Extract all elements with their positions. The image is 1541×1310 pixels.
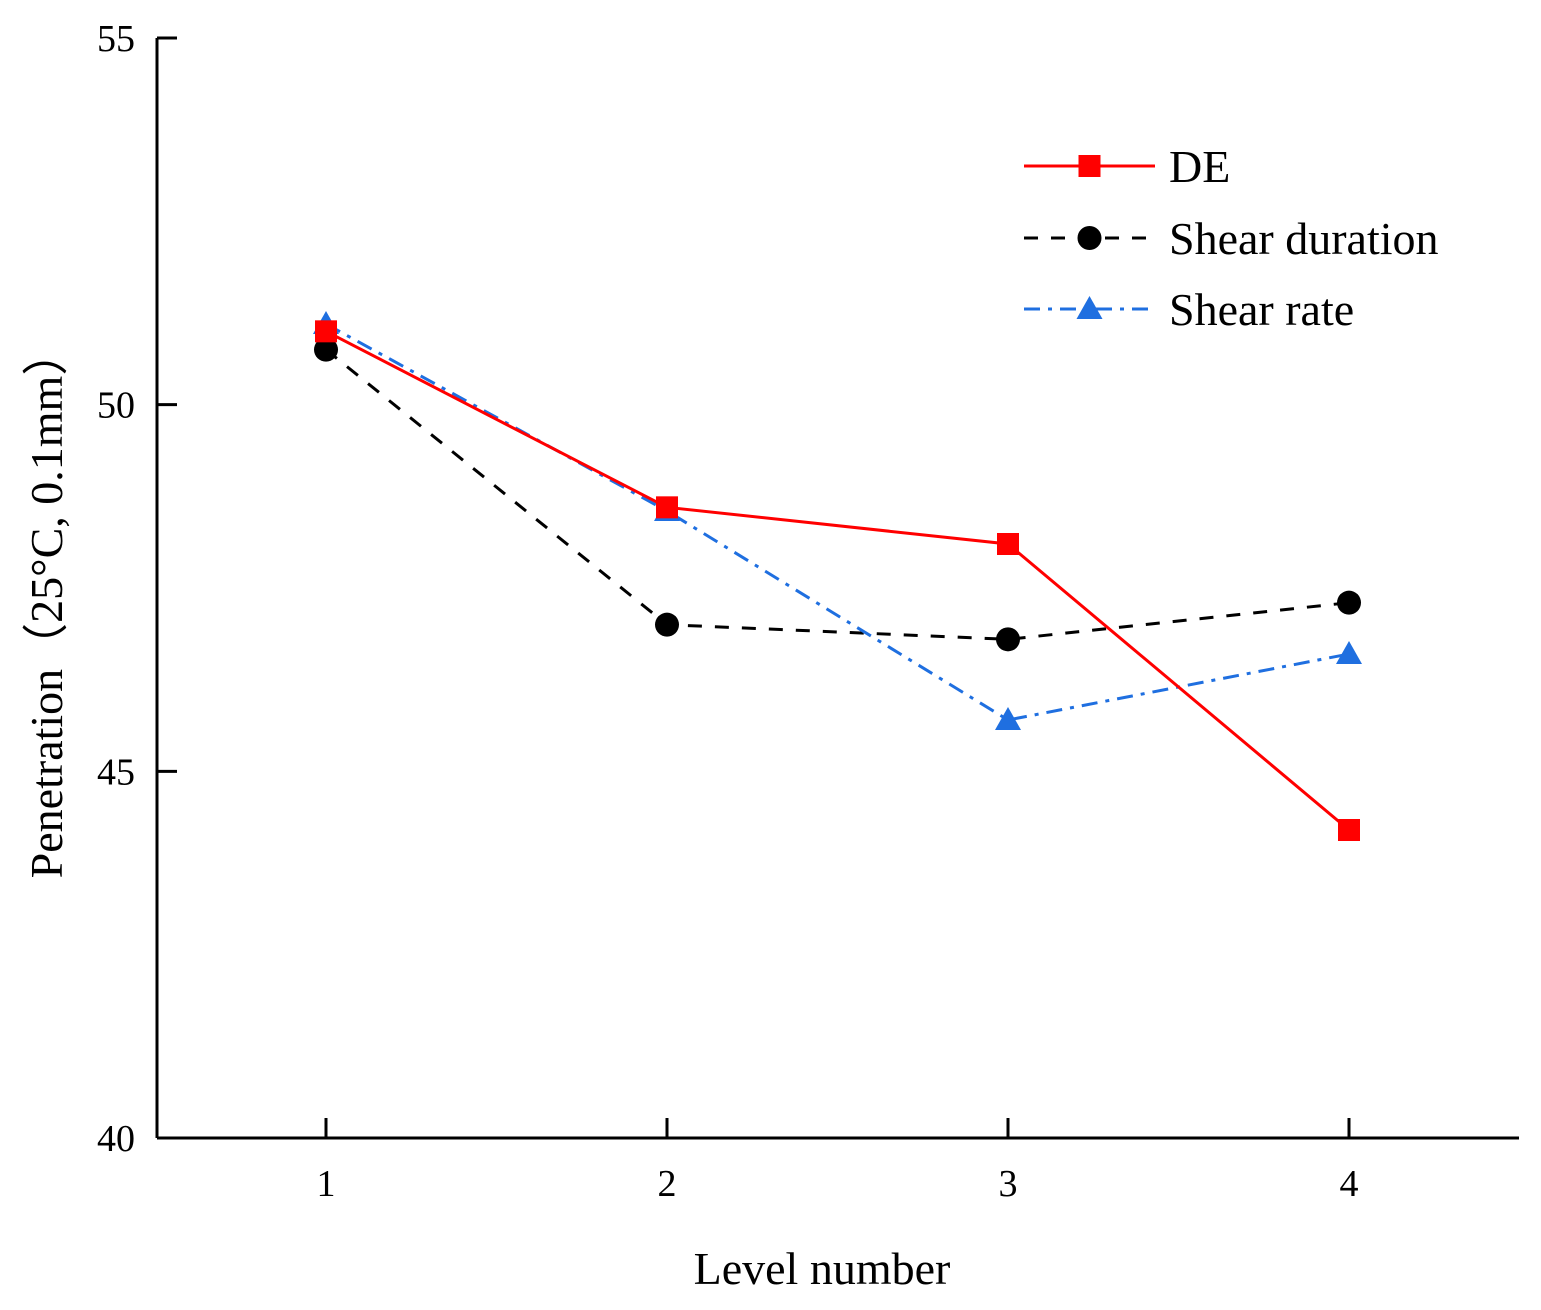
data-point-shear-duration [655, 612, 679, 637]
legend-marker-de [1078, 155, 1101, 177]
y-tick-label: 45 [97, 751, 135, 793]
y-ticks: 40 45 50 55 [97, 18, 177, 1160]
x-axis-title: Level number [694, 1243, 951, 1294]
legend-marker-shear-duration [1077, 226, 1102, 250]
x-tick-label: 3 [999, 1163, 1018, 1205]
data-point-shear-rate [995, 707, 1021, 730]
x-ticks: 1 2 3 4 [317, 1118, 1359, 1205]
legend: DE Shear duration Shear rate [1024, 141, 1439, 335]
legend-marker-shear-rate [1076, 296, 1103, 319]
series-line-shear-rate [325, 322, 1350, 722]
data-point-de [315, 320, 337, 343]
data-point-de [997, 533, 1019, 555]
series-line-shear-duration [325, 348, 1350, 641]
series-shear-duration [314, 337, 1361, 652]
legend-label-shear-rate: Shear rate [1169, 284, 1354, 335]
data-point-shear-duration [996, 627, 1020, 652]
series-line-de [325, 330, 1350, 832]
y-tick-label: 40 [97, 1118, 135, 1160]
x-tick-label: 1 [317, 1163, 336, 1205]
axes [155, 38, 1519, 1140]
legend-label-shear-duration: Shear duration [1169, 213, 1439, 264]
data-point-de [656, 496, 678, 519]
data-point-de [1338, 819, 1360, 841]
x-tick-label: 4 [1340, 1163, 1359, 1205]
y-axis-title: Penetration（25°C, 0.1mm） [21, 330, 72, 879]
y-tick-label: 50 [97, 385, 135, 427]
data-point-shear-rate [1336, 641, 1362, 664]
x-tick-label: 2 [658, 1163, 677, 1205]
series-de [315, 320, 1360, 841]
data-point-shear-duration [314, 337, 338, 362]
y-tick-label: 55 [97, 18, 135, 60]
legend-label-de: DE [1169, 141, 1230, 192]
series-layer [313, 311, 1362, 841]
series-shear-rate [313, 311, 1362, 730]
data-point-shear-duration [1337, 590, 1361, 615]
